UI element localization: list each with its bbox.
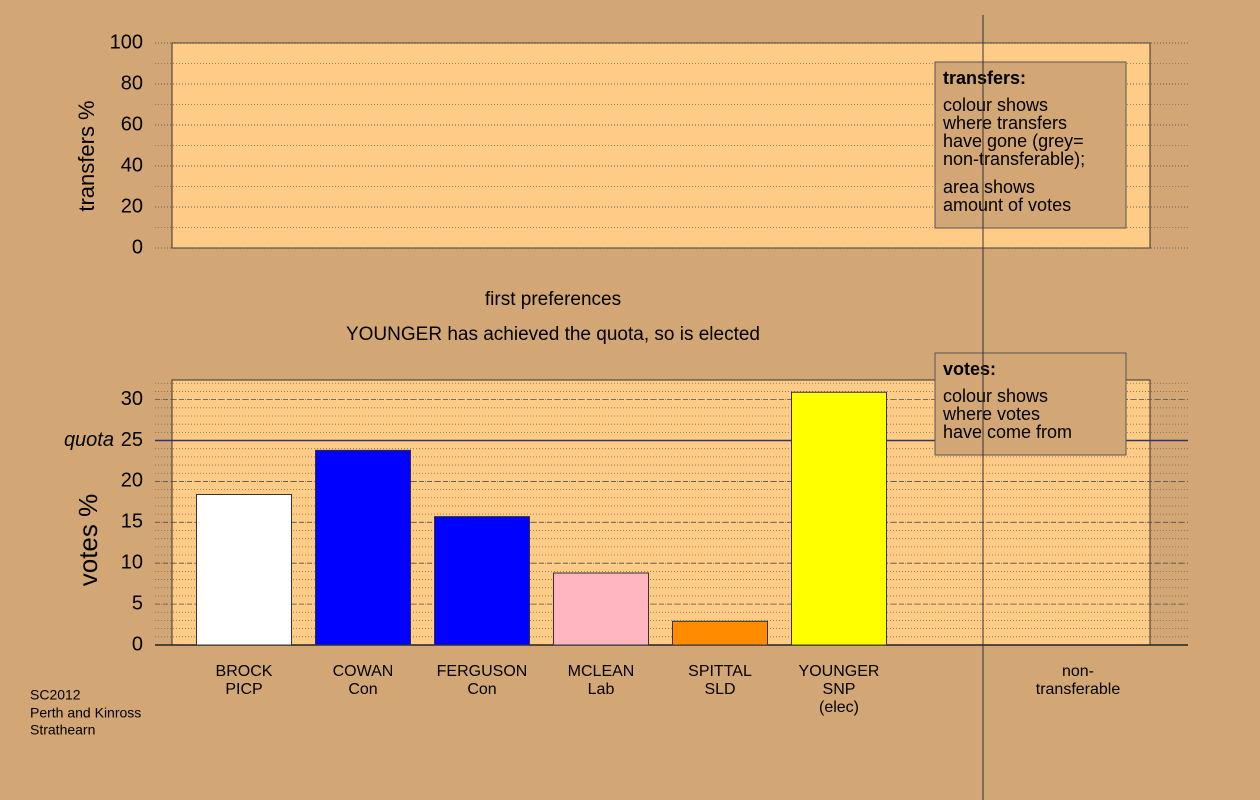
x-tick-label: COWAN Con bbox=[333, 663, 394, 698]
legend-text: have gone (grey= bbox=[943, 131, 1084, 151]
legend-text: colour shows bbox=[943, 95, 1048, 115]
legend-text: non-transferable); bbox=[943, 149, 1085, 169]
y-tick-label: 0 bbox=[132, 236, 143, 258]
chart-title: first preferences bbox=[485, 289, 621, 310]
x-tick-label: SPITTAL SLD bbox=[688, 663, 752, 698]
legend-text: area shows bbox=[943, 177, 1035, 197]
y-tick-label: 60 bbox=[121, 113, 143, 135]
legend-text: have come from bbox=[943, 422, 1072, 442]
x-tick-label-line: Con bbox=[348, 681, 377, 698]
bar bbox=[672, 620, 768, 646]
x-tick-label: MCLEAN Lab bbox=[568, 663, 635, 698]
x-tick-label: non-transferable bbox=[1036, 663, 1121, 698]
y-tick-label: 5 bbox=[132, 592, 143, 614]
legend-box bbox=[934, 352, 1127, 456]
bar bbox=[196, 494, 292, 646]
x-tick-label-line: (elec) bbox=[819, 699, 859, 716]
y-tick-label: 100 bbox=[110, 31, 143, 53]
y-axis-label: votes % bbox=[73, 494, 103, 587]
x-tick-label-line: FERGUSON bbox=[437, 663, 528, 680]
x-tick-label-line: Con bbox=[467, 681, 496, 698]
x-tick-label-line: COWAN bbox=[333, 663, 394, 680]
x-tick-label-line: YOUNGER bbox=[799, 663, 880, 680]
y-tick-label: 30 bbox=[121, 388, 143, 410]
legend-text: colour shows bbox=[943, 386, 1048, 406]
bar bbox=[434, 516, 530, 646]
x-tick-label-line: non- bbox=[1062, 663, 1094, 680]
legend-title: transfers: bbox=[943, 68, 1026, 88]
x-tick-label: YOUNGER SNP (elec) bbox=[799, 663, 880, 716]
x-tick-label-line: MCLEAN bbox=[568, 663, 635, 680]
x-tick-label-line: transferable bbox=[1036, 681, 1121, 698]
y-tick-label: 40 bbox=[121, 154, 143, 176]
x-tick-label-line: SNP bbox=[823, 681, 856, 698]
y-tick-label: 10 bbox=[121, 551, 143, 573]
footer-line: SC2012 bbox=[30, 687, 81, 703]
footer-line: Perth and Kinross bbox=[30, 705, 141, 721]
y-tick-label: 20 bbox=[121, 195, 143, 217]
chart-subtitle: YOUNGER has achieved the quota, so is el… bbox=[346, 324, 760, 345]
legend-text: amount of votes bbox=[943, 195, 1071, 215]
y-tick-label: 25 bbox=[121, 429, 143, 451]
y-tick-label: 80 bbox=[121, 72, 143, 94]
quota-label: quota bbox=[64, 429, 114, 451]
x-tick-label-line: SPITTAL bbox=[688, 663, 752, 680]
x-tick-label-line: Lab bbox=[588, 681, 615, 698]
footer-line: Strathearn bbox=[30, 722, 95, 738]
x-tick-label: FERGUSON Con bbox=[437, 663, 528, 698]
x-tick-label-line: BROCK bbox=[216, 663, 273, 680]
bar bbox=[791, 391, 887, 646]
bar bbox=[315, 449, 411, 646]
bar bbox=[553, 572, 649, 646]
x-tick-label-line: SLD bbox=[704, 681, 735, 698]
y-axis-label: transfers % bbox=[74, 100, 99, 211]
legend-text: where transfers bbox=[942, 113, 1067, 133]
y-tick-label: 20 bbox=[121, 470, 143, 492]
y-tick-label: 15 bbox=[121, 511, 143, 533]
x-tick-label: BROCK PICP bbox=[216, 663, 273, 698]
legend-text: where votes bbox=[942, 404, 1040, 424]
x-tick-label-line: PICP bbox=[225, 681, 262, 698]
legend-box bbox=[934, 61, 1127, 229]
y-tick-label: 0 bbox=[132, 633, 143, 655]
legend-title: votes: bbox=[943, 359, 996, 379]
